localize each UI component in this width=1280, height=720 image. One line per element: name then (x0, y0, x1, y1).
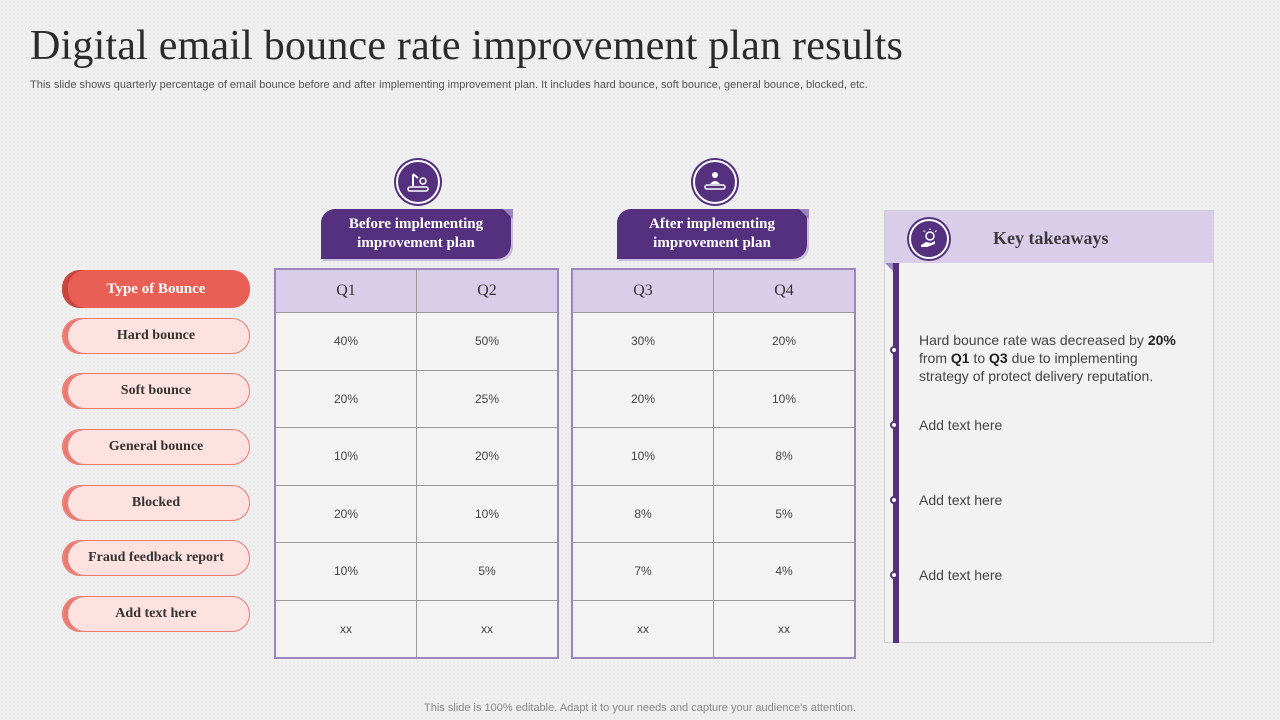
before-table: Q1 Q2 40% 50% 20% 25% 10% 20% 20% 10% 10% 5% … (274, 268, 559, 659)
bullet-dot (890, 421, 898, 429)
cell: 50% (416, 312, 559, 371)
bullet-dot (890, 496, 898, 504)
cell: 20% (571, 369, 714, 428)
table-row: 20% 10% (571, 369, 856, 428)
cell: 10% (274, 542, 417, 601)
key-takeaways-panel: Key takeaways Hard bounce rate was decre… (884, 210, 1214, 643)
takeaway-item: Add text here (919, 567, 1003, 583)
before-plan-label: Before implementing improvement plan (321, 209, 511, 259)
bounce-type-blocked: Blocked (62, 485, 250, 521)
cell: 8% (713, 427, 856, 486)
page-subtitle: This slide shows quarterly percentage of… (30, 79, 868, 91)
column-header-q3: Q3 (571, 268, 714, 313)
column-header-q4: Q4 (713, 268, 856, 313)
table-row: 10% 8% (571, 427, 856, 486)
cell: 7% (571, 542, 714, 601)
panel-accent-bar (893, 263, 899, 643)
takeaway-item: Add text here (919, 417, 1003, 433)
table-row: 7% 4% (571, 542, 856, 601)
cell: 20% (713, 312, 856, 371)
cell: 10% (571, 427, 714, 486)
cell: 40% (274, 312, 417, 371)
after-plan-label: After implementing improvement plan (617, 209, 807, 259)
page-title: Digital email bounce rate improvement pl… (30, 23, 904, 69)
cell: 10% (713, 369, 856, 428)
cell: 30% (571, 312, 714, 371)
bounce-type-general: General bounce (62, 429, 250, 465)
table-row: 20% 25% (274, 369, 559, 428)
type-of-bounce-header: Type of Bounce (62, 270, 250, 308)
table-row: 10% 5% (274, 542, 559, 601)
bounce-type-hard: Hard bounce (62, 318, 250, 354)
cell: 4% (713, 542, 856, 601)
cell: xx (416, 599, 559, 659)
cell: 10% (274, 427, 417, 486)
after-table: Q3 Q4 30% 20% 20% 10% 10% 8% 8% 5% 7% 4% xx xx (571, 268, 856, 659)
worker-conveyor-icon (693, 160, 737, 204)
cell: xx (713, 599, 856, 659)
column-header-q2: Q2 (416, 268, 559, 313)
panel-fold (885, 263, 895, 273)
cell: 8% (571, 484, 714, 543)
table-row: 40% 50% (274, 312, 559, 371)
bounce-type-fraud: Fraud feedback report (62, 540, 250, 576)
key-takeaways-title: Key takeaways (993, 228, 1109, 248)
cell: 5% (713, 484, 856, 543)
bounce-type-soft: Soft bounce (62, 373, 250, 409)
cell: 20% (274, 369, 417, 428)
cell: 20% (274, 484, 417, 543)
cell: xx (274, 599, 417, 659)
cell: 20% (416, 427, 559, 486)
table-row: xx xx (274, 599, 559, 659)
bounce-type-add-text: Add text here (62, 596, 250, 632)
table-row: 20% 10% (274, 484, 559, 543)
table-row: 8% 5% (571, 484, 856, 543)
footer-note: This slide is 100% editable. Adapt it to… (424, 702, 856, 714)
column-header-q1: Q1 (274, 268, 417, 313)
table-row: 30% 20% (571, 312, 856, 371)
takeaway-main: Hard bounce rate was decreased by 20% fr… (919, 332, 1176, 384)
cell: xx (571, 599, 714, 659)
cell: 10% (416, 484, 559, 543)
robot-arm-conveyor-icon (396, 160, 440, 204)
bullet-dot (890, 346, 898, 354)
table-row: xx xx (571, 599, 856, 659)
cell: 5% (416, 542, 559, 601)
key-takeaways-header: Key takeaways (885, 211, 1213, 263)
idea-bulb-hand-icon (909, 219, 949, 259)
table-row: 10% 20% (274, 427, 559, 486)
cell: 25% (416, 369, 559, 428)
bullet-dot (890, 571, 898, 579)
takeaway-item: Add text here (919, 492, 1003, 508)
